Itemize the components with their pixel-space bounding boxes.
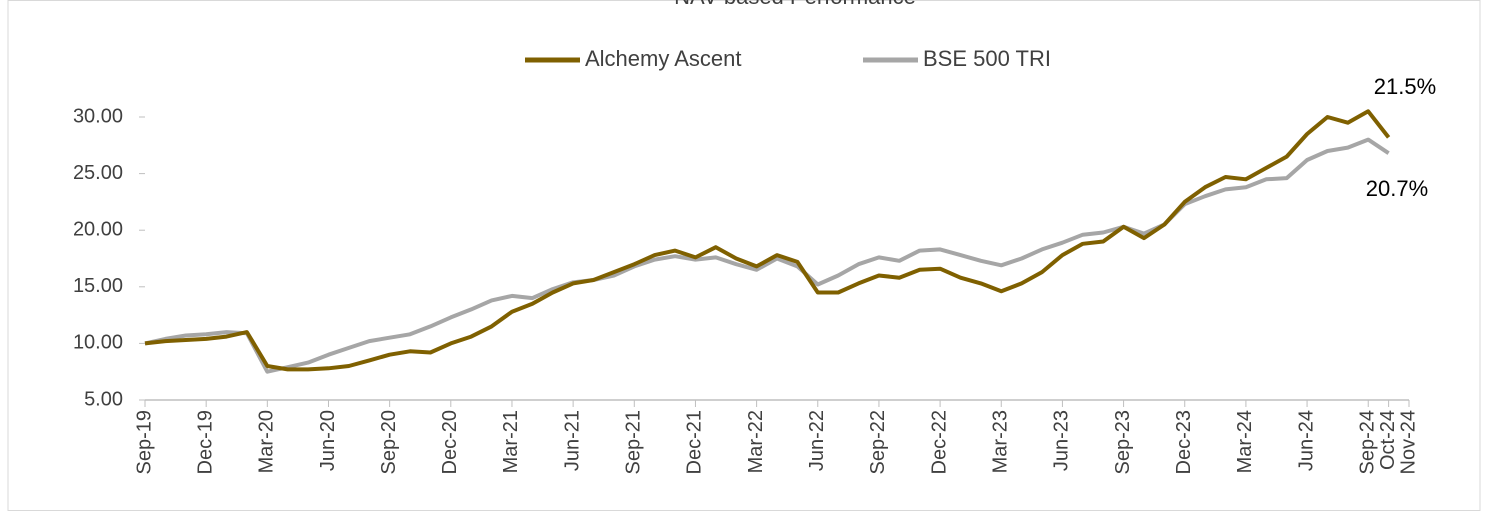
y-tick-label: 25.00 — [73, 162, 123, 184]
y-tick-label: 20.00 — [73, 218, 123, 240]
x-tick-label: Sep-19 — [133, 410, 155, 475]
legend-label: BSE 500 TRI — [923, 46, 1051, 71]
series-line — [144, 109, 1391, 372]
x-tick-label: Jun-24 — [1295, 410, 1317, 471]
x-tick-label: Sep-22 — [867, 410, 889, 475]
x-tick-label: Jun-21 — [561, 410, 583, 471]
x-tick-label: Mar-22 — [745, 410, 767, 473]
x-tick-label: Sep-21 — [623, 410, 645, 475]
x-tick-label: Jun-20 — [317, 410, 339, 471]
x-tick-label: Mar-24 — [1234, 410, 1256, 473]
y-tick-label: 15.00 — [73, 275, 123, 297]
x-tick-label: Mar-20 — [256, 410, 278, 473]
x-tick-label: Dec-22 — [928, 410, 950, 474]
x-tick-label: Mar-21 — [500, 410, 522, 473]
legend-label: Alchemy Ascent — [585, 46, 742, 71]
x-tick-label: Jun-23 — [1051, 410, 1073, 471]
x-tick-label: Sep-23 — [1112, 410, 1134, 475]
x-tick-label: Mar-23 — [990, 410, 1012, 473]
x-tick-label: Dec-23 — [1173, 410, 1195, 474]
annotation: 20.7% — [1366, 176, 1428, 201]
series-line — [144, 137, 1390, 374]
y-tick-label: 30.00 — [73, 105, 123, 127]
y-tick-label: 5.00 — [84, 388, 123, 410]
chart-title: NAV based Performance — [674, 0, 916, 9]
x-tick-label: Oct-24 — [1377, 410, 1399, 470]
x-tick-label: Sep-24 — [1357, 410, 1379, 475]
x-tick-label: Dec-21 — [684, 410, 706, 474]
x-tick-label: Sep-20 — [378, 410, 400, 475]
x-tick-label: Jun-22 — [806, 410, 828, 471]
x-tick-label: Dec-20 — [439, 410, 461, 474]
x-tick-label: Nov-24 — [1397, 410, 1419, 474]
annotation: 21.5% — [1374, 74, 1436, 99]
x-tick-label: Dec-19 — [194, 410, 216, 474]
y-tick-label: 10.00 — [73, 332, 123, 354]
chart-border — [7, 0, 1481, 511]
